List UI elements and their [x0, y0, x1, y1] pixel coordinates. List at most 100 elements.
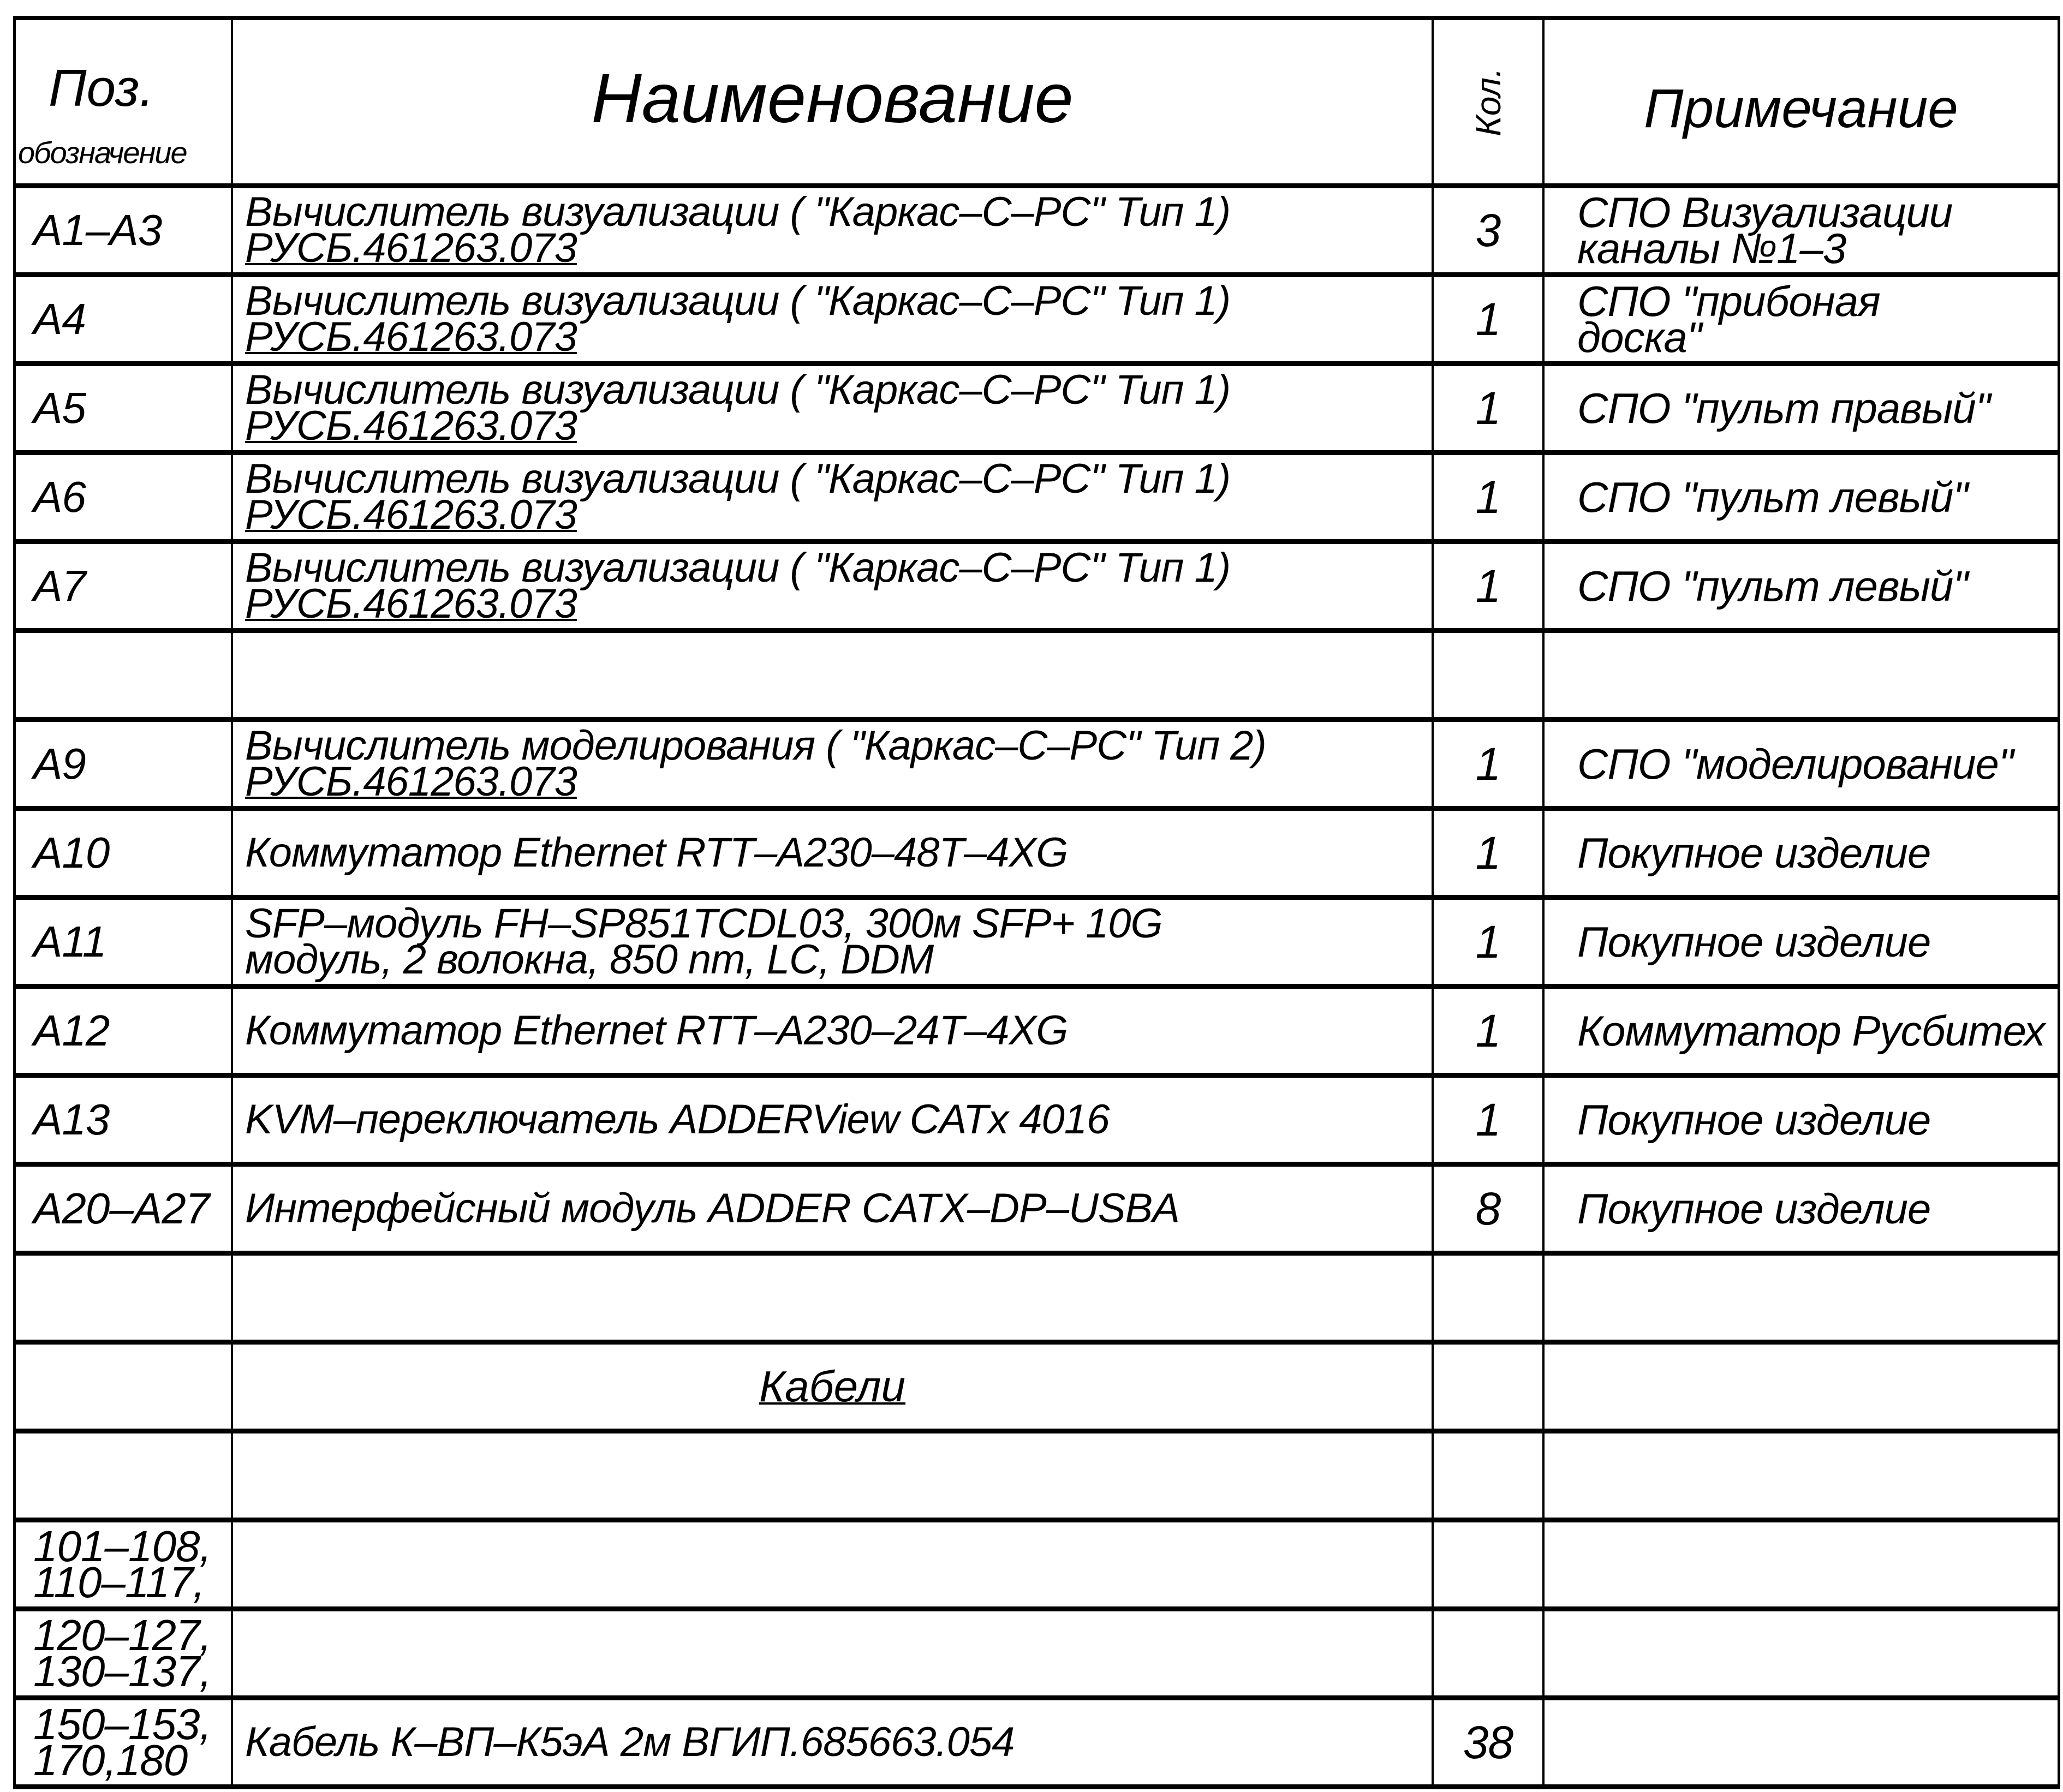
name-line: Вычислитель визуализации ( "Каркас–С–РС"…	[245, 189, 1231, 235]
position-text: A13	[33, 1095, 226, 1144]
note-line: Покупное изделие	[1577, 1185, 1931, 1233]
qty-text: 1	[1475, 827, 1501, 879]
position-line: 120–127,	[33, 1611, 212, 1659]
note-text: СПО "моделирование"	[1577, 743, 2053, 785]
name-cell	[233, 1256, 1434, 1340]
name-cell: Кабели	[233, 1345, 1434, 1429]
position-line: A1–A3	[33, 206, 162, 254]
note-line: СПО Визуализации	[1577, 188, 1953, 236]
qty-cell: 8	[1434, 1167, 1545, 1251]
qty-text: 8	[1475, 1183, 1501, 1234]
table-row: 150–153, 170,180 Кабель К–ВП–К5эА 2м ВГИП.…	[16, 1700, 2058, 1789]
qty-text: 1	[1475, 383, 1501, 434]
note-cell: Покупное изделие	[1545, 811, 2058, 895]
name-text: Вычислитель визуализации ( "Каркас–С–РС"…	[245, 367, 1427, 447]
name-cell: Коммутатор Ethernet RTT–A230–48T–4XG	[233, 811, 1434, 895]
name-line: РУСБ.461263.073	[245, 314, 577, 360]
qty-text: 3	[1475, 205, 1501, 256]
position-text: 120–127, 130–137,	[33, 1611, 226, 1693]
note-text: СПО "прибоная доска"	[1577, 280, 2053, 361]
position-cell: A1–A3	[16, 188, 233, 272]
name-line: РУСБ.461263.073	[245, 758, 577, 805]
note-line: Коммутатор Русбитех	[1577, 1007, 2046, 1055]
note-cell: Коммутатор Русбитех	[1545, 989, 2058, 1073]
position-cell	[16, 633, 233, 717]
position-cell: A7	[16, 544, 233, 628]
position-cell: A6	[16, 455, 233, 539]
note-text: Покупное изделие	[1577, 1098, 2053, 1141]
position-text: A1–A3	[33, 206, 226, 254]
name-cell: Вычислитель визуализации ( "Каркас–С–РС"…	[233, 188, 1434, 272]
note-line: доска"	[1577, 313, 1702, 361]
note-line: СПО "пульт левый"	[1577, 473, 1968, 521]
qty-cell: 1	[1434, 722, 1545, 806]
position-cell: A10	[16, 811, 233, 895]
name-cell: Вычислитель визуализации ( "Каркас–С–РС"…	[233, 277, 1434, 361]
name-cell	[233, 1433, 1434, 1518]
position-line: A13	[33, 1095, 110, 1144]
qty-cell: 1	[1434, 900, 1545, 984]
name-text: Вычислитель визуализации ( "Каркас–С–РС"…	[245, 456, 1427, 538]
name-cell: Кабель К–ВП–К5эА 2м ВГИП.685663.054	[233, 1700, 1434, 1784]
name-line: Вычислитель визуализации ( "Каркас–С–РС"…	[245, 367, 1231, 413]
name-cell: Коммутатор Ethernet RTT–A230–24T–4XG	[233, 989, 1434, 1073]
position-cell: A11	[16, 900, 233, 984]
qty-text: 1	[1475, 1005, 1501, 1056]
table-row: 120–127, 130–137,	[16, 1611, 2058, 1700]
position-line: 101–108,	[33, 1522, 212, 1570]
section-title: Кабели	[759, 1362, 906, 1411]
table-row	[16, 633, 2058, 722]
header-position: Поз. обозначение	[16, 20, 233, 183]
table-row: 101–108, 110–117,	[16, 1522, 2058, 1611]
name-cell: Вычислитель визуализации ( "Каркас–С–РС"…	[233, 455, 1434, 539]
table-row: A13 KVM–переключатель ADDERView CATx 4016…	[16, 1078, 2058, 1167]
table-row: A1–A3 Вычислитель визуализации ( "Каркас–…	[16, 188, 2058, 277]
name-line: Интерфейсный модуль ADDER CATX–DP–USBA	[245, 1185, 1180, 1232]
qty-text: 1	[1475, 1094, 1501, 1145]
position-cell: A13	[16, 1078, 233, 1162]
position-line: A7	[33, 562, 86, 610]
table-row: A7 Вычислитель визуализации ( "Каркас–С–Р…	[16, 544, 2058, 633]
name-line: РУСБ.461263.073	[245, 225, 577, 271]
table-row	[16, 1256, 2058, 1345]
position-line: A5	[33, 384, 86, 432]
position-line: A20–A27	[33, 1184, 210, 1233]
table-header: Поз. обозначение Наименование Кол. Приме…	[16, 20, 2058, 188]
header-qty-label: Кол.	[1468, 67, 1508, 136]
qty-cell	[1434, 1611, 1545, 1695]
qty-cell	[1434, 1256, 1545, 1340]
table-row: A12 Коммутатор Ethernet RTT–A230–24T–4XG 1…	[16, 989, 2058, 1078]
qty-cell: 38	[1434, 1700, 1545, 1784]
note-cell: СПО Визуализации каналы №1–3	[1545, 188, 2058, 272]
qty-cell: 3	[1434, 188, 1545, 272]
position-line: A11	[33, 917, 106, 966]
name-cell: KVM–переключатель ADDERView CATx 4016	[233, 1078, 1434, 1162]
position-cell	[16, 1433, 233, 1518]
qty-cell: 1	[1434, 544, 1545, 628]
note-line: Покупное изделие	[1577, 918, 1931, 966]
qty-text: 1	[1475, 471, 1501, 523]
note-text: Покупное изделие	[1577, 918, 2053, 966]
table-row: A9 Вычислитель моделирования ( "Каркас–С–…	[16, 722, 2058, 811]
position-cell: A20–A27	[16, 1167, 233, 1251]
name-text: Интерфейсный модуль ADDER CATX–DP–USBA	[245, 1185, 1427, 1232]
note-cell: СПО "моделирование"	[1545, 722, 2058, 806]
name-line: Вычислитель визуализации ( "Каркас–С–РС"…	[245, 456, 1231, 502]
qty-cell: 1	[1434, 811, 1545, 895]
note-text: Покупное изделие	[1577, 832, 2053, 874]
position-line: A6	[33, 473, 86, 521]
name-line: SFP–модуль FH–SP851TCDL03, 300м SFP+ 10G	[245, 900, 1163, 947]
qty-cell	[1434, 1345, 1545, 1429]
note-line: СПО "пульт правый"	[1577, 384, 1990, 432]
note-text: СПО "пульт левый"	[1577, 565, 2053, 607]
position-text: 150–153, 170,180	[33, 1703, 226, 1782]
name-line: KVM–переключатель ADDERView CATx 4016	[245, 1096, 1110, 1143]
name-text: Вычислитель визуализации ( "Каркас–С–РС"…	[245, 189, 1427, 271]
name-text: Коммутатор Ethernet RTT–A230–24T–4XG	[245, 1010, 1427, 1052]
note-line: каналы №1–3	[1577, 224, 1846, 272]
name-line: Кабель К–ВП–К5эА 2м ВГИП.685663.054	[245, 1719, 1015, 1765]
position-text: A7	[33, 562, 226, 610]
name-cell	[233, 1611, 1434, 1695]
name-line: РУСБ.461263.073	[245, 492, 577, 538]
qty-text: 1	[1475, 560, 1501, 612]
